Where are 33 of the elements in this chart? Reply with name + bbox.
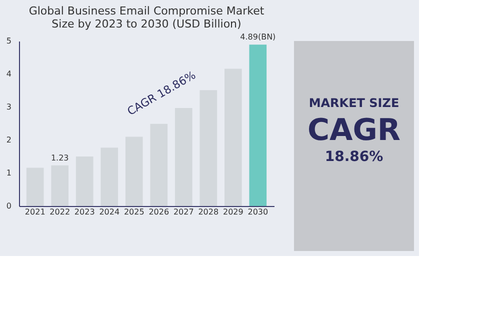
text: 18.86%: [324, 149, 384, 165]
text: CAGR: [308, 113, 400, 148]
bar: [249, 44, 267, 206]
y-tick-label: 3: [6, 102, 12, 112]
x-tick-label: 2029: [222, 208, 244, 216]
x-tick-label: 2024: [99, 208, 120, 216]
x-tick-label: 2021: [24, 208, 46, 216]
text: Global Business Email Compromise Market: [28, 4, 264, 18]
x-tick-label: 2022: [50, 208, 70, 216]
text: MARKET SIZE: [308, 96, 400, 110]
data-label: 1.23: [50, 153, 69, 162]
bar: [150, 124, 168, 206]
bar: [51, 165, 69, 206]
x-tick-label: 2030: [248, 208, 268, 216]
bar: [100, 148, 118, 206]
bar: [125, 136, 143, 206]
x-tick-label: 2027: [173, 208, 194, 216]
bar: [26, 168, 44, 206]
data-label: 4.89(BN): [240, 32, 276, 42]
x-tick-label: 2023: [74, 208, 95, 216]
y-tick-label: 1: [6, 168, 12, 178]
y-tick-label: 2: [6, 136, 12, 144]
bar: [174, 108, 192, 206]
x-tick-label: 2028: [198, 208, 219, 216]
text: Size by 2023 to 2030 (USD Billion): [52, 18, 242, 31]
x-tick-label: 2025: [124, 208, 144, 216]
y-tick-label: 5: [6, 36, 12, 46]
bar: [76, 156, 94, 206]
y-tick-label: 4: [6, 70, 12, 78]
bar: [200, 90, 218, 206]
bar: [224, 68, 242, 206]
y-tick-label: 0: [6, 202, 12, 210]
x-tick-label: 2026: [148, 208, 170, 216]
